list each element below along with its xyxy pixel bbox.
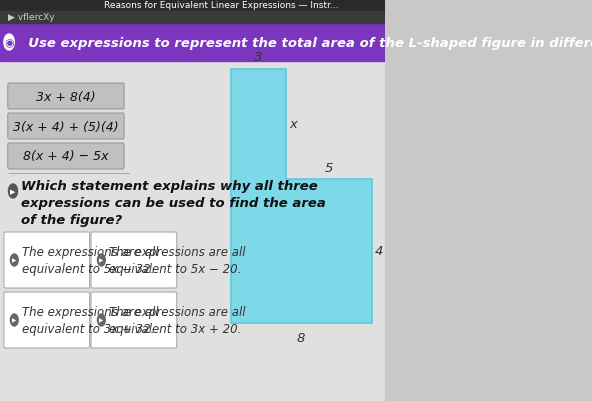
Text: The expressions are all
equivalent to 5x − 20.: The expressions are all equivalent to 5x…	[109, 245, 246, 275]
Text: 8(x + 4) − 5x: 8(x + 4) − 5x	[23, 150, 109, 163]
Circle shape	[98, 254, 105, 266]
Text: ▶ vflercXy: ▶ vflercXy	[8, 14, 54, 22]
Text: The expressions are all
equivalent to 3x + 32.: The expressions are all equivalent to 3x…	[22, 305, 159, 335]
Text: 3(x + 4) + (5)(4): 3(x + 4) + (5)(4)	[13, 120, 119, 133]
Text: 4: 4	[375, 245, 383, 258]
Text: 8: 8	[297, 331, 305, 344]
FancyBboxPatch shape	[8, 144, 124, 170]
Text: 5: 5	[324, 162, 333, 174]
Text: Which statement explains why all three
expressions can be used to find the area
: Which statement explains why all three e…	[21, 180, 326, 227]
Bar	[0, 62, 385, 401]
Circle shape	[11, 254, 18, 266]
FancyBboxPatch shape	[91, 233, 177, 288]
Text: ◉: ◉	[4, 38, 14, 48]
Circle shape	[8, 184, 18, 198]
Text: ▶: ▶	[99, 318, 104, 323]
FancyBboxPatch shape	[4, 233, 89, 288]
Bar	[0, 12, 385, 24]
Text: Reasons for Equivalent Linear Expressions — Instr...: Reasons for Equivalent Linear Expression…	[104, 2, 338, 10]
Circle shape	[98, 314, 105, 326]
Bar	[0, 0, 385, 12]
Text: ▶: ▶	[12, 318, 17, 323]
Text: ▶: ▶	[10, 188, 15, 194]
Text: Use expressions to represent the total area of the L-shaped figure in different : Use expressions to represent the total a…	[20, 36, 592, 49]
FancyBboxPatch shape	[8, 114, 124, 140]
Polygon shape	[231, 70, 372, 323]
FancyBboxPatch shape	[91, 292, 177, 348]
Text: ▶: ▶	[12, 258, 17, 263]
Bar	[0, 24, 385, 62]
Text: The expressions are all
equivalent to 5x − 32.: The expressions are all equivalent to 5x…	[22, 245, 159, 275]
Text: The expressions are all
equivalent to 3x + 20.: The expressions are all equivalent to 3x…	[109, 305, 246, 335]
FancyBboxPatch shape	[4, 292, 89, 348]
Circle shape	[4, 35, 14, 51]
Text: 3: 3	[254, 51, 262, 64]
FancyBboxPatch shape	[8, 84, 124, 110]
Text: ▶: ▶	[99, 258, 104, 263]
Circle shape	[11, 314, 18, 326]
Text: x: x	[289, 118, 297, 131]
Text: 3x + 8(4): 3x + 8(4)	[36, 90, 96, 103]
